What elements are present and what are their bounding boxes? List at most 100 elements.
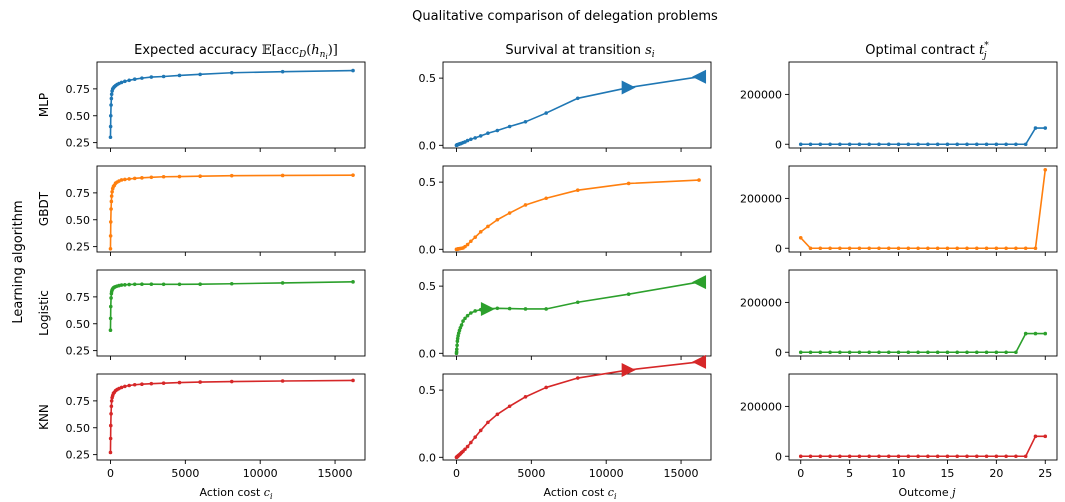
- data-point: [463, 244, 467, 249]
- data-point: [955, 350, 960, 355]
- data-point: [575, 96, 580, 101]
- data-point: [108, 113, 113, 118]
- data-point: [110, 190, 114, 194]
- data-point: [127, 282, 131, 287]
- accuracy-xlabel: Action cost ci: [200, 486, 273, 501]
- y-tick-label: 0.50: [66, 422, 91, 435]
- data-point: [808, 454, 813, 459]
- data-point: [108, 316, 113, 321]
- data-point: [507, 211, 512, 215]
- data-point: [896, 454, 901, 459]
- data-point: [697, 178, 701, 182]
- data-point: [906, 454, 911, 459]
- axes-frame: [442, 269, 712, 357]
- x-tick-label: 5000: [517, 467, 545, 480]
- data-point: [495, 128, 500, 133]
- accuracy-panel-mlp: 0.25 0.50 0.75 MLP: [37, 61, 366, 152]
- row-label-knn: KNN: [37, 404, 51, 430]
- data-point: [965, 246, 969, 251]
- data-point: [109, 194, 114, 198]
- y-tick-label: 200000: [740, 400, 782, 413]
- data-point: [140, 382, 144, 387]
- data-point: [838, 350, 842, 355]
- data-point: [828, 246, 832, 251]
- y-tick-label: 0.5: [419, 176, 437, 189]
- data-point: [828, 142, 832, 147]
- data-point: [523, 203, 528, 207]
- data-point: [507, 404, 512, 409]
- data-point: [109, 96, 114, 101]
- data-point: [132, 382, 137, 387]
- data-point: [877, 246, 881, 251]
- accuracy-panel-title: Expected accuracy 𝔼[accD(hni)]: [134, 43, 338, 61]
- data-point: [495, 412, 500, 417]
- data-point: [945, 142, 950, 147]
- data-point: [198, 174, 202, 179]
- data-point: [838, 142, 842, 147]
- data-point: [177, 282, 182, 287]
- data-point: [1023, 454, 1028, 459]
- data-point: [132, 282, 137, 287]
- direction-marker: [692, 275, 707, 290]
- data-point: [109, 199, 114, 204]
- y-tick-label: 0: [775, 346, 782, 359]
- data-point: [1043, 167, 1048, 172]
- data-point: [1004, 454, 1008, 459]
- data-point: [544, 111, 548, 115]
- row-label-gbdt: GBDT: [37, 191, 51, 226]
- series-line-gbdt: [800, 169, 1047, 250]
- y-tick-label: 0.25: [66, 449, 91, 462]
- data-point: [886, 350, 891, 355]
- data-point: [280, 281, 285, 285]
- y-tick-label: 0.5: [419, 72, 437, 85]
- data-point: [575, 300, 580, 305]
- data-point: [109, 404, 114, 409]
- data-point: [965, 350, 969, 355]
- axes-frame: [442, 61, 712, 149]
- data-point: [955, 454, 960, 459]
- data-point: [123, 79, 127, 84]
- data-point: [955, 246, 960, 251]
- data-point: [1004, 142, 1008, 147]
- data-point: [1023, 142, 1028, 147]
- data-point: [127, 383, 131, 388]
- axes-frame: [788, 373, 1058, 461]
- data-point: [838, 454, 842, 459]
- data-point: [119, 178, 124, 182]
- column-titles: Expected accuracy 𝔼[accD(hni)] Survival …: [134, 41, 989, 61]
- axes-frame: [788, 269, 1058, 357]
- x-tick-label: 15: [940, 467, 954, 480]
- data-point: [1043, 434, 1048, 439]
- data-point: [955, 142, 960, 147]
- data-point: [465, 138, 470, 143]
- data-point: [935, 350, 940, 355]
- data-point: [108, 135, 113, 140]
- data-point: [132, 176, 137, 181]
- series-line-logistic: [800, 332, 1046, 354]
- y-tick-label: 0: [775, 138, 782, 151]
- data-point: [455, 336, 460, 341]
- data-point: [469, 137, 473, 142]
- data-point: [119, 385, 124, 390]
- y-tick-label: 0.75: [66, 83, 91, 96]
- data-point: [119, 80, 124, 85]
- direction-marker: [621, 80, 636, 95]
- accuracy-panel-knn: 0.25 0.50 0.75 0 5000 10000 15000 KNN: [37, 373, 366, 480]
- data-point: [847, 454, 852, 459]
- data-point: [108, 423, 113, 428]
- data-point: [916, 454, 920, 459]
- series-line-logistic: [109, 281, 354, 331]
- data-point: [351, 173, 355, 177]
- series-line-logistic: [455, 281, 700, 354]
- data-point: [935, 142, 940, 147]
- data-point: [455, 343, 459, 348]
- data-point: [459, 323, 464, 327]
- data-point: [965, 142, 969, 147]
- series-line-knn: [800, 435, 1046, 458]
- y-tick-label: 0.25: [66, 137, 91, 150]
- figure-title: Qualitative comparison of delegation pro…: [412, 9, 718, 24]
- data-point: [798, 142, 803, 147]
- data-point: [198, 282, 202, 286]
- data-point: [108, 124, 113, 129]
